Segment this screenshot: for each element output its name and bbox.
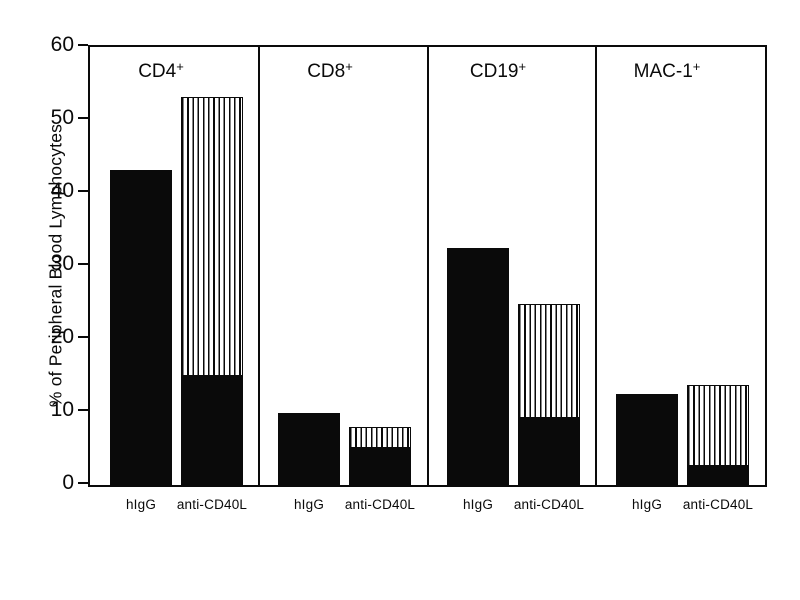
panel-divider bbox=[258, 47, 260, 485]
bar-cd8-higg bbox=[278, 413, 340, 485]
bar-segment-solid bbox=[688, 466, 748, 484]
y-tick-label: 0 bbox=[62, 471, 74, 494]
y-tick bbox=[78, 44, 88, 46]
bar-mac-1-anti-cd40l bbox=[687, 385, 749, 485]
y-tick-label: 60 bbox=[50, 33, 74, 56]
plot-area: CD4+ CD8+ CD19+ MAC-1+ bbox=[88, 45, 767, 487]
y-tick bbox=[78, 482, 88, 484]
x-category-label: anti-CD40L bbox=[513, 497, 585, 512]
y-tick-label: 10 bbox=[50, 398, 74, 421]
panel-divider bbox=[595, 47, 597, 485]
y-tick bbox=[78, 190, 88, 192]
bar-cd19-anti-cd40l bbox=[518, 304, 580, 485]
bar-segment-solid bbox=[182, 376, 242, 484]
bar-segment-solid bbox=[350, 448, 410, 484]
y-tick bbox=[78, 117, 88, 119]
bar-cd8-anti-cd40l bbox=[349, 427, 411, 485]
panel-label-cd4: CD4+ bbox=[138, 59, 184, 82]
y-tick bbox=[78, 336, 88, 338]
x-category-label: hIgG bbox=[125, 497, 157, 512]
y-tick-label: 40 bbox=[50, 179, 74, 202]
panel-label-cd19: CD19+ bbox=[469, 59, 527, 82]
bar-cd19-higg bbox=[447, 248, 509, 485]
panel-label-cd8: CD8+ bbox=[307, 59, 353, 82]
bar-mac-1-higg bbox=[616, 394, 678, 485]
x-category-label: anti-CD40L bbox=[344, 497, 416, 512]
bar-segment-striped bbox=[350, 428, 410, 448]
bar-segment-striped bbox=[688, 386, 748, 466]
panel-label-mac-1: MAC-1+ bbox=[633, 59, 701, 82]
panel-divider bbox=[427, 47, 429, 485]
y-tick-label: 30 bbox=[50, 252, 74, 275]
bar-segment-solid bbox=[111, 171, 171, 484]
bar-cd4-higg bbox=[110, 170, 172, 485]
y-tick-label: 20 bbox=[50, 325, 74, 348]
x-category-label: hIgG bbox=[293, 497, 325, 512]
bar-segment-solid bbox=[617, 395, 677, 484]
bar-segment-solid bbox=[448, 249, 508, 484]
bar-segment-solid bbox=[519, 418, 579, 484]
x-category-label: hIgG bbox=[631, 497, 663, 512]
bar-segment-striped bbox=[519, 305, 579, 418]
bar-cd4-anti-cd40l bbox=[181, 97, 243, 485]
y-tick bbox=[78, 409, 88, 411]
bar-segment-solid bbox=[279, 414, 339, 484]
y-tick-label: 50 bbox=[50, 106, 74, 129]
x-category-label: hIgG bbox=[462, 497, 494, 512]
x-category-label: anti-CD40L bbox=[176, 497, 248, 512]
x-category-label: anti-CD40L bbox=[682, 497, 754, 512]
y-tick bbox=[78, 263, 88, 265]
bar-segment-striped bbox=[182, 98, 242, 376]
